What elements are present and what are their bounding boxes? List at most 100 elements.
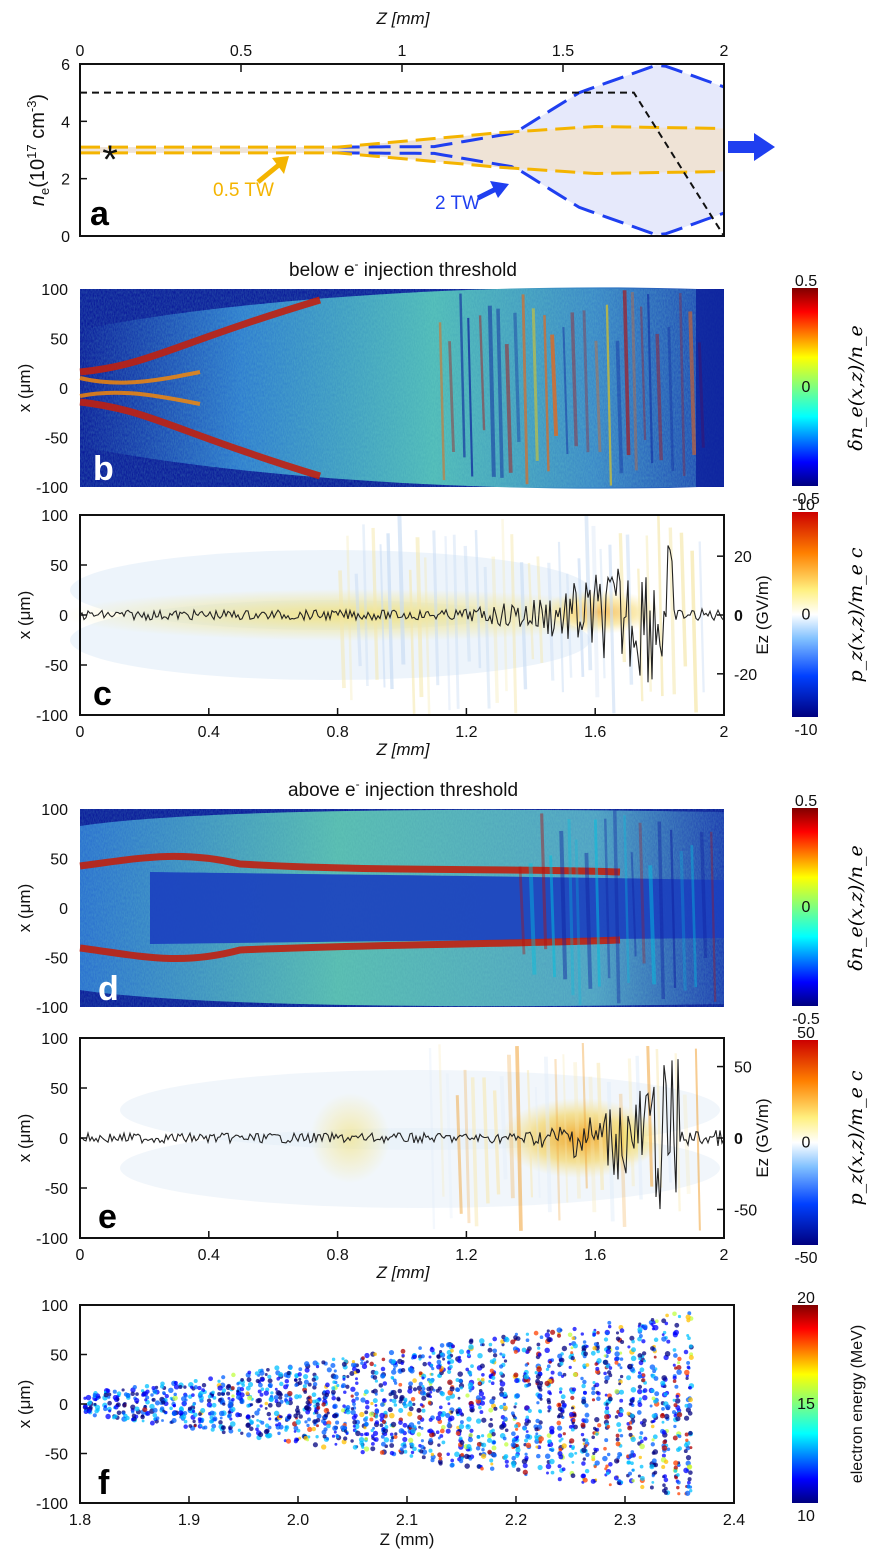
right-tick-label: 50 xyxy=(734,1060,752,1077)
panel-e-colorbar-ticks: 50 0 -50 xyxy=(794,1025,817,1267)
colorbar-tick-label: 0.5 xyxy=(795,793,817,810)
colorbar-tick-label: 0 xyxy=(802,379,811,396)
panel-f-y-ticks: 100 50 0 -50 -100 xyxy=(36,1298,87,1513)
panel-letter-f: f xyxy=(98,1464,110,1502)
y-tick-label: 50 xyxy=(50,1348,68,1365)
panel-a-ylabel: ne(1017 cm-3) xyxy=(24,94,52,206)
panel-letter-b: b xyxy=(93,450,114,488)
x-tick-label: 1 xyxy=(398,43,407,60)
propagation-arrow xyxy=(728,133,775,161)
x-tick-label: 2.0 xyxy=(287,1512,309,1529)
plasma-density-profile xyxy=(80,91,725,237)
x-tick-label: 2 xyxy=(720,43,729,60)
y-tick-label: 50 xyxy=(50,558,68,575)
panel-c-ylabel: x (μm) xyxy=(15,591,34,640)
colorbar-tick-label: 10 xyxy=(797,1508,815,1525)
y-tick-label: 100 xyxy=(41,508,68,525)
panel-c-colorbar-label: p_z(x,z)/m_e c xyxy=(845,547,867,682)
beam-0p5tw-label: 0.5 TW xyxy=(213,180,274,201)
y-tick-label: 100 xyxy=(41,1031,68,1048)
beam-0p5tw-envelope-fill xyxy=(80,126,724,174)
y-tick-label: -100 xyxy=(36,1000,68,1017)
colorbar-tick-label: -50 xyxy=(794,1250,817,1267)
colorbar-tick-label: -0.5 xyxy=(792,1011,820,1028)
y-tick-label: 2 xyxy=(61,172,70,189)
beam-0p5tw-arrowhead xyxy=(272,156,289,174)
panel-e-xlabel: Z [mm] xyxy=(376,1263,431,1282)
beam-2tw-arrowhead xyxy=(490,181,509,198)
y-tick-label: 0 xyxy=(59,608,68,625)
panel-b-heatmap xyxy=(79,287,724,489)
colorbar-tick-label: -10 xyxy=(794,722,817,739)
panel-e-colorbar-label: p_z(x,z)/m_e c xyxy=(845,1070,867,1205)
panel-letter-a: a xyxy=(90,195,110,233)
colorbar-tick-label: 20 xyxy=(797,1290,815,1307)
panel-e-right-label: Ez (GV/m) xyxy=(753,1098,772,1177)
y-tick-label: 50 xyxy=(50,852,68,869)
colorbar-tick-label: -0.5 xyxy=(792,491,820,508)
y-tick-label: 0 xyxy=(59,1397,68,1414)
right-tick-label: 0 xyxy=(734,1131,743,1148)
y-tick-label: 50 xyxy=(50,332,68,349)
panel-c-right-label: Ez (GV/m) xyxy=(753,575,772,654)
y-tick-label: 0 xyxy=(59,901,68,918)
panel-f-ylabel: x (μm) xyxy=(15,1380,34,1429)
colorbar-tick-label: 0 xyxy=(802,1135,811,1152)
panel-f-colorbar-label: electron energy (MeV) xyxy=(849,1325,866,1483)
panel-e-x-ticks: 0 0.4 0.8 1.2 1.6 2 xyxy=(76,1231,729,1264)
panel-f-x-ticks: 1.8 1.9 2.0 2.1 2.2 2.3 2.4 xyxy=(69,1496,745,1529)
x-tick-label: 0 xyxy=(76,1247,85,1264)
panel-f-colorbar-ticks: 20 15 10 xyxy=(797,1290,815,1525)
panel-e-ylabel: x (μm) xyxy=(15,1114,34,1163)
x-tick-label: 0.8 xyxy=(326,1247,348,1264)
y-tick-label: -100 xyxy=(36,480,68,497)
x-tick-label: 1.2 xyxy=(455,724,477,741)
focus-marker: * xyxy=(102,138,118,182)
panel-e-ez-trace xyxy=(79,1059,725,1210)
x-tick-label: 1.8 xyxy=(69,1512,91,1529)
panel-d: above e- injection threshold d 100 50 0 -50… xyxy=(15,777,867,1028)
colorbar-tick-label: 0 xyxy=(802,607,811,624)
panel-c-y-ticks: 100 50 0 -50 -100 xyxy=(36,508,87,725)
x-tick-label: 2.1 xyxy=(396,1512,418,1529)
panel-b-y-ticks: 100 50 0 -50 -100 xyxy=(36,282,68,497)
panel-d-ylabel: x (μm) xyxy=(15,884,34,933)
x-tick-label: 2 xyxy=(720,724,729,741)
x-tick-label: 2 xyxy=(720,1247,729,1264)
x-tick-label: 2.2 xyxy=(505,1512,527,1529)
x-tick-label: 0.8 xyxy=(326,724,348,741)
panel-b-colorbar xyxy=(792,288,818,486)
y-tick-label: -50 xyxy=(45,951,68,968)
colorbar-tick-label: 50 xyxy=(797,1025,815,1042)
x-tick-label: 0.5 xyxy=(230,43,252,60)
panel-c-x-ticks: 0 0.4 0.8 1.2 1.6 2 xyxy=(76,708,729,741)
y-tick-label: -100 xyxy=(36,1496,68,1513)
y-tick-label: 100 xyxy=(41,1298,68,1315)
y-tick-label: 4 xyxy=(61,114,70,131)
colorbar-tick-label: 10 xyxy=(797,497,815,514)
panel-c-ez-trace xyxy=(79,545,725,683)
right-tick-label: -20 xyxy=(734,667,757,684)
beam-0p5tw-upper-edge xyxy=(79,124,725,149)
x-tick-label: 1.2 xyxy=(455,1247,477,1264)
x-tick-label: 0 xyxy=(76,724,85,741)
panel-c-right-ticks: 20 0 -20 xyxy=(717,549,757,684)
panel-b-ylabel: x (μm) xyxy=(15,364,34,413)
panel-d-y-ticks: 100 50 0 -50 -100 xyxy=(36,802,68,1017)
beam-2tw-lower-edge xyxy=(337,151,725,237)
panel-c-xlabel: Z [mm] xyxy=(376,740,431,759)
panel-b: below e- injection threshold b 100 50 0 -50… xyxy=(15,257,867,508)
panel-d-colorbar-label: δn_e(x,z)/n_e xyxy=(845,845,867,970)
colorbar-tick-label: 15 xyxy=(797,1396,815,1413)
colorbar-tick-label: 0.5 xyxy=(795,273,817,290)
panel-d-colorbar xyxy=(792,808,818,1006)
right-tick-label: 20 xyxy=(734,549,752,566)
y-tick-label: -100 xyxy=(36,708,68,725)
colorbar-tick-label: 0 xyxy=(802,899,811,916)
panel-d-heatmap xyxy=(79,809,724,1007)
y-tick-label: -50 xyxy=(45,658,68,675)
panel-letter-d: d xyxy=(98,970,119,1008)
x-tick-label: 0.4 xyxy=(198,1247,220,1264)
panel-b-title: below e- injection threshold xyxy=(289,257,517,281)
